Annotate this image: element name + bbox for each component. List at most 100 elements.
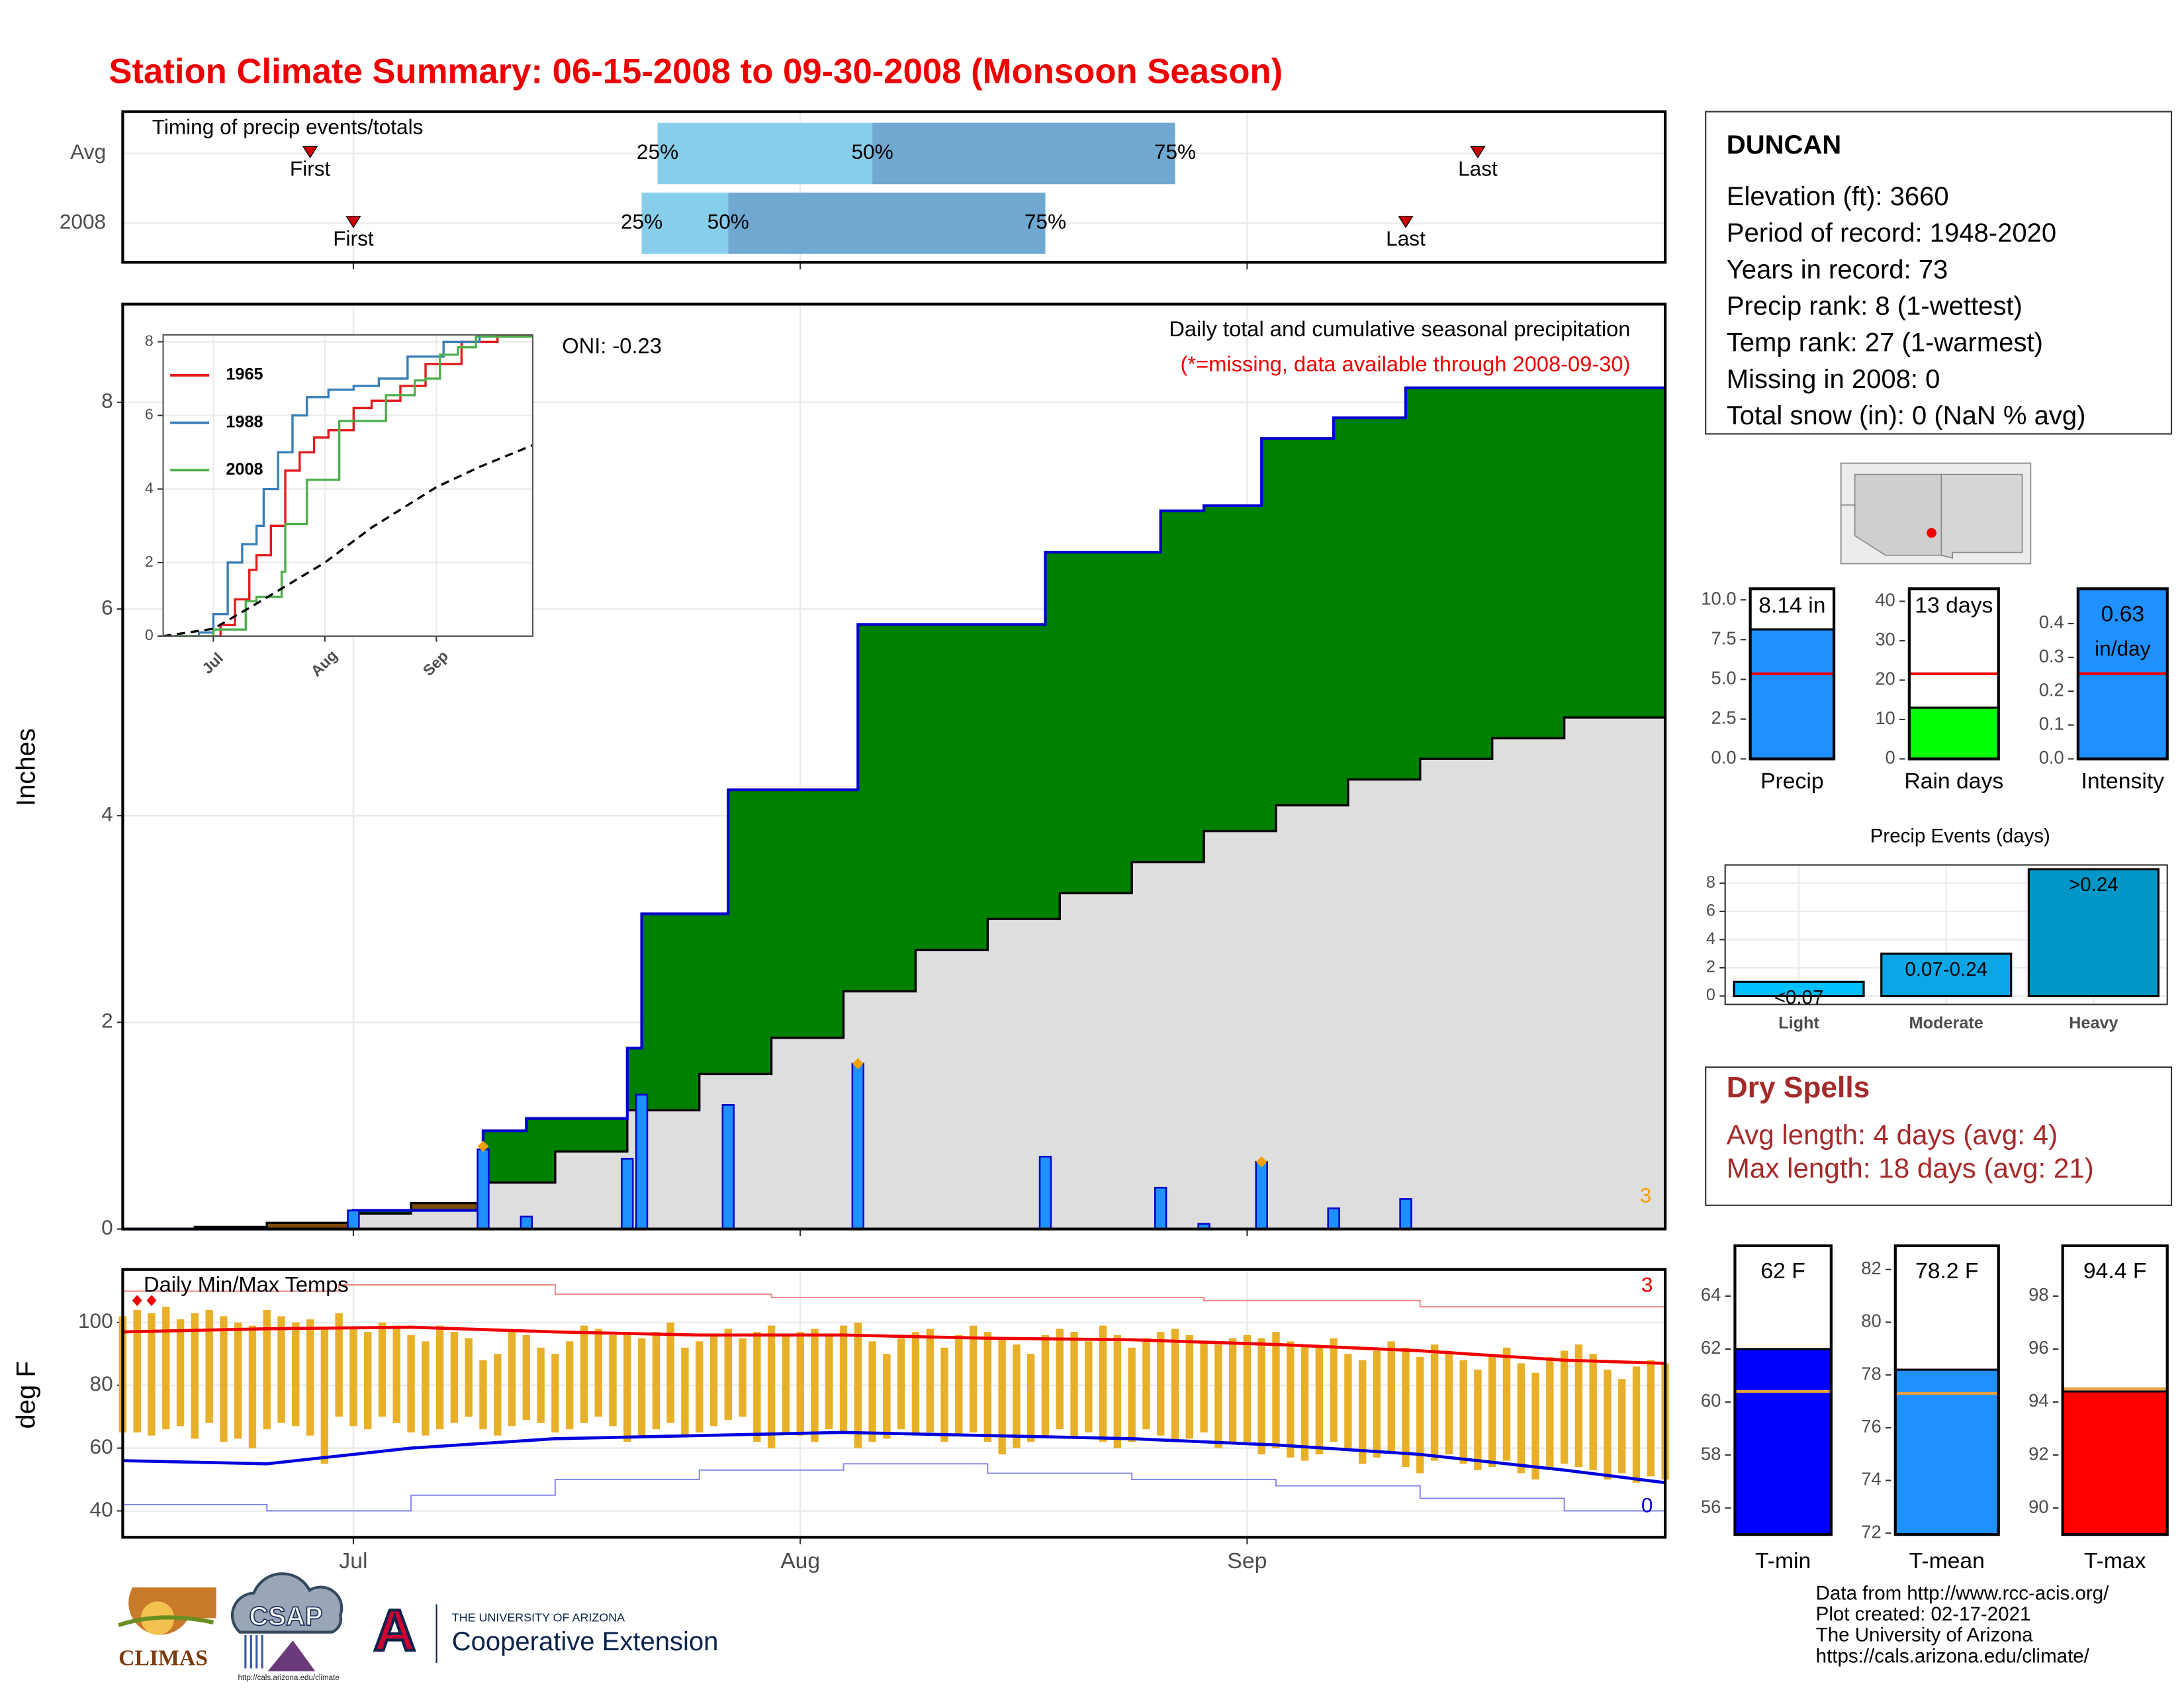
y-tick-label: 96 xyxy=(2028,1337,2048,1358)
legend-label: 1965 xyxy=(226,365,263,384)
temp-range-bar xyxy=(753,1332,761,1442)
y-tick-label: 8 xyxy=(101,389,113,412)
temp-range-bar xyxy=(1300,1344,1309,1461)
temp-range-bar xyxy=(133,1309,141,1432)
y-tick-label: 7.5 xyxy=(1711,628,1737,648)
credit-line: Data from http://www.rcc-acis.org/ xyxy=(1816,1583,2109,1605)
temp-range-bar xyxy=(1272,1332,1280,1448)
y-tick-label: 40 xyxy=(1875,590,1895,610)
y-tick-label: 0.2 xyxy=(2039,679,2064,700)
chart-subtitle: (*=missing, data available through 2008-… xyxy=(1181,352,1631,376)
temp-range-bar xyxy=(623,1332,631,1442)
record-marker xyxy=(146,1295,157,1307)
x-axis-title: T-min xyxy=(1755,1548,1811,1573)
temp-range-bar xyxy=(1228,1338,1237,1442)
y-tick-label: 8 xyxy=(1706,873,1715,892)
quartile-label: 75% xyxy=(1024,210,1066,234)
row-label: Avg xyxy=(70,140,106,164)
station-info: Total snow (in): 0 (NaN % avg) xyxy=(1727,401,2086,430)
y-tick-label: 2.5 xyxy=(1711,708,1737,728)
temp-range-bar xyxy=(306,1319,314,1436)
temp-range-bar xyxy=(767,1325,776,1448)
temp-range-bar xyxy=(1185,1335,1193,1439)
y-tick-label: 74 xyxy=(1861,1469,1881,1489)
station-info: Precip rank: 8 (1-wettest) xyxy=(1727,292,2023,321)
y-tick-label: 94 xyxy=(2028,1390,2048,1411)
temp-range-bar xyxy=(1027,1354,1035,1442)
temp-range-bar xyxy=(450,1332,459,1423)
credit-line: Plot created: 02-17-2021 xyxy=(1816,1603,2031,1625)
temp-range-bar xyxy=(205,1309,213,1423)
temp-range-bar xyxy=(1387,1341,1395,1452)
y-tick-label: 64 xyxy=(1701,1284,1721,1305)
y-axis-title: Inches xyxy=(12,728,41,806)
temp-range-bar xyxy=(1402,1347,1410,1468)
temp-range-bar xyxy=(796,1332,804,1436)
y-tick-label: 6 xyxy=(1706,902,1715,920)
temp-range-bar xyxy=(1056,1329,1064,1430)
station-info: Missing in 2008: 0 xyxy=(1727,365,1940,394)
temp-range-bar xyxy=(1257,1338,1265,1455)
station-info: Period of record: 1948-2020 xyxy=(1727,218,2056,248)
y-tick-label: 6 xyxy=(101,595,113,619)
summary-bar xyxy=(1735,1348,1831,1535)
temp-range-bar xyxy=(176,1319,185,1427)
temp-range-bar xyxy=(1474,1370,1482,1470)
daily-bar xyxy=(1154,1186,1167,1230)
y-tick-label: 100 xyxy=(78,1309,113,1333)
bar-label: <0.07 xyxy=(1774,986,1824,1008)
event-marker xyxy=(345,216,361,228)
y-tick-label: 60 xyxy=(90,1434,113,1458)
x-tick-label: Aug xyxy=(780,1548,820,1573)
temp-range-bar xyxy=(1517,1363,1525,1474)
event-label: First xyxy=(290,157,331,181)
x-tick-label: Jul xyxy=(339,1548,367,1573)
temp-range-bar xyxy=(681,1347,689,1436)
y-tick-label: 0.0 xyxy=(1711,747,1737,768)
station-info: Years in record: 73 xyxy=(1727,255,1948,284)
bar xyxy=(1733,980,1865,998)
y-tick-label: 90 xyxy=(2028,1496,2048,1517)
quartile-label: 75% xyxy=(1154,140,1196,164)
x-tick-label: Light xyxy=(1778,1014,1819,1033)
average-area xyxy=(122,691,1666,1229)
y-tick-label: 4 xyxy=(101,802,113,826)
x-axis-title: Precip xyxy=(1760,769,1824,794)
event-marker xyxy=(1470,146,1486,159)
x-axis-title: Intensity xyxy=(2081,769,2165,794)
daily-bar xyxy=(1038,1156,1052,1230)
daily-bar xyxy=(1255,1160,1268,1230)
y-tick-label: 5.0 xyxy=(1711,668,1737,688)
y-tick-label: 78 xyxy=(1861,1363,1881,1383)
temp-range-bar xyxy=(1560,1350,1569,1464)
row-label: 2008 xyxy=(60,210,106,234)
y-tick-label: 40 xyxy=(90,1497,113,1521)
cumulative-line xyxy=(122,386,1666,1231)
credit-line: The University of Arizona xyxy=(1816,1624,2034,1646)
y-tick-label: 6 xyxy=(145,406,154,423)
temp-range-bar xyxy=(1070,1332,1078,1439)
temp-range-bar xyxy=(1200,1341,1208,1432)
chart-title: Daily total and cumulative seasonal prec… xyxy=(1169,316,1630,341)
temp-range-bar xyxy=(248,1325,257,1448)
temp-range-bar xyxy=(565,1341,574,1430)
temp-range-bar xyxy=(709,1335,718,1427)
temp-range-bar xyxy=(1315,1347,1324,1455)
temp-range-bar xyxy=(277,1316,285,1423)
temp-range-bar xyxy=(191,1313,199,1439)
panel-title: Timing of precip events/totals xyxy=(152,115,424,138)
temp-range-bar xyxy=(1142,1338,1150,1430)
csap-url: http://cals.arizona.edu/climate xyxy=(238,1674,340,1682)
temp-range-bar xyxy=(1358,1360,1367,1464)
temp-range-bar xyxy=(637,1338,646,1436)
temp-range-bar xyxy=(364,1332,372,1430)
temp-range-bar xyxy=(378,1322,387,1417)
temp-range-bar xyxy=(508,1332,516,1427)
temp-range-bar xyxy=(1099,1325,1107,1442)
station-info: Elevation (ft): 3660 xyxy=(1727,182,1949,211)
daily-bar xyxy=(635,1094,649,1230)
temp-range-bar xyxy=(537,1347,545,1423)
x-tick-label: Moderate xyxy=(1909,1014,1983,1033)
temp-range-bar xyxy=(320,1329,329,1464)
